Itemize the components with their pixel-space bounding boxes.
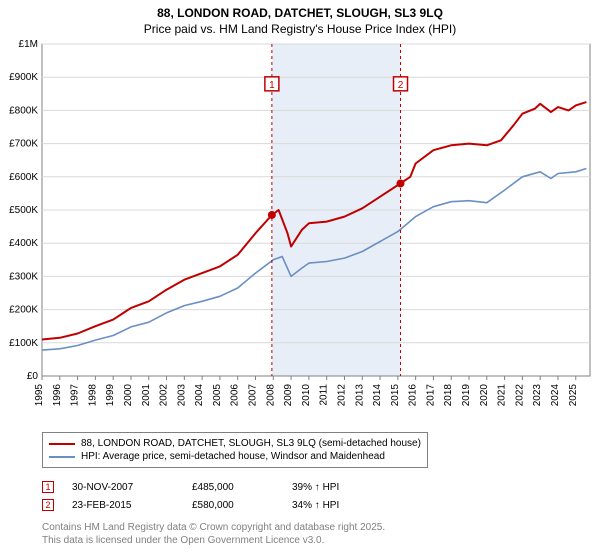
x-axis-label: 2013 bbox=[354, 384, 365, 407]
x-axis-label: 2018 bbox=[443, 384, 454, 407]
legend-label: 88, LONDON ROAD, DATCHET, SLOUGH, SL3 9L… bbox=[81, 438, 421, 449]
x-axis-label: 2000 bbox=[123, 384, 134, 407]
y-axis-label: £1M bbox=[19, 40, 38, 50]
x-axis-label: 2023 bbox=[532, 384, 543, 407]
event-row: 2 23-FEB-2015£580,00034% ↑ HPI bbox=[42, 496, 412, 514]
legend-swatch bbox=[49, 456, 75, 458]
y-axis-label: £200K bbox=[9, 305, 38, 316]
x-axis-label: 2010 bbox=[301, 384, 312, 407]
legend-row: 88, LONDON ROAD, DATCHET, SLOUGH, SL3 9L… bbox=[49, 437, 421, 450]
chart-titles: 88, LONDON ROAD, DATCHET, SLOUGH, SL3 9L… bbox=[0, 0, 600, 36]
x-axis-label: 2019 bbox=[461, 384, 472, 407]
x-axis-label: 2005 bbox=[212, 384, 223, 407]
x-axis-label: 2014 bbox=[372, 384, 383, 407]
x-axis-label: 2017 bbox=[425, 384, 436, 407]
x-axis-label: 2006 bbox=[230, 384, 241, 407]
x-axis-label: 2009 bbox=[283, 384, 294, 407]
x-axis-label: 2008 bbox=[265, 384, 276, 407]
event-marker-label: 1 bbox=[269, 80, 275, 91]
y-axis-label: £600K bbox=[9, 172, 38, 183]
y-axis-label: £800K bbox=[9, 105, 38, 116]
x-axis-label: 1995 bbox=[34, 384, 45, 407]
attribution-line: Contains HM Land Registry data © Crown c… bbox=[42, 522, 385, 535]
event-price: £485,000 bbox=[192, 482, 292, 493]
x-axis-label: 2025 bbox=[568, 384, 579, 407]
attribution-text: Contains HM Land Registry data © Crown c… bbox=[42, 522, 385, 547]
x-axis-label: 1998 bbox=[87, 384, 98, 407]
event-table: 1 30-NOV-2007£485,00039% ↑ HPI 2 23-FEB-201… bbox=[42, 478, 412, 514]
x-axis-label: 2001 bbox=[141, 384, 152, 407]
attribution-line: This data is licensed under the Open Gov… bbox=[42, 535, 385, 548]
legend-row: HPI: Average price, semi-detached house,… bbox=[49, 450, 421, 463]
event-marker-icon: 2 bbox=[42, 499, 54, 511]
title-subtitle: Price paid vs. HM Land Registry's House … bbox=[0, 22, 600, 36]
legend: 88, LONDON ROAD, DATCHET, SLOUGH, SL3 9L… bbox=[42, 432, 428, 468]
x-axis-label: 2016 bbox=[408, 384, 419, 407]
event-row: 1 30-NOV-2007£485,00039% ↑ HPI bbox=[42, 478, 412, 496]
event-date: 23-FEB-2015 bbox=[72, 500, 192, 511]
y-axis-label: £300K bbox=[9, 271, 38, 282]
event-date: 30-NOV-2007 bbox=[72, 482, 192, 493]
x-axis-label: 2007 bbox=[248, 384, 259, 407]
event-price: £580,000 bbox=[192, 500, 292, 511]
chart-container: 88, LONDON ROAD, DATCHET, SLOUGH, SL3 9L… bbox=[0, 0, 600, 560]
chart-svg: £0 £100K £200K £300K £400K £500K £600K £700K £80… bbox=[0, 40, 600, 425]
legend-label: HPI: Average price, semi-detached house,… bbox=[81, 451, 385, 462]
y-axis-label: £0 bbox=[27, 371, 39, 382]
x-axis-label: 2021 bbox=[497, 384, 508, 407]
x-axis-label: 2012 bbox=[336, 384, 347, 407]
event-delta: 39% ↑ HPI bbox=[292, 482, 412, 493]
x-axis-label: 1999 bbox=[105, 384, 116, 407]
x-axis-label: 2022 bbox=[514, 384, 525, 407]
y-axis-label: £700K bbox=[9, 139, 38, 150]
event-marker-label: 2 bbox=[398, 80, 404, 91]
y-axis-label: £400K bbox=[9, 238, 38, 249]
event-delta: 34% ↑ HPI bbox=[292, 500, 412, 511]
event-marker-icon: 1 bbox=[42, 481, 54, 493]
x-axis-label: 2002 bbox=[159, 384, 170, 407]
y-axis-label: £100K bbox=[9, 338, 38, 349]
x-axis-label: 2004 bbox=[194, 384, 205, 407]
legend-swatch bbox=[49, 443, 75, 445]
x-axis-label: 2024 bbox=[550, 384, 561, 407]
x-axis-label: 2015 bbox=[390, 384, 401, 407]
chart-area: £0 £100K £200K £300K £400K £500K £600K £700K £80… bbox=[0, 40, 600, 425]
y-axis-label: £500K bbox=[9, 205, 38, 216]
x-axis-label: 2003 bbox=[176, 384, 187, 407]
y-axis-label: £900K bbox=[9, 72, 38, 83]
x-axis-label: 2011 bbox=[319, 384, 330, 406]
x-axis-label: 1996 bbox=[52, 384, 63, 407]
title-address: 88, LONDON ROAD, DATCHET, SLOUGH, SL3 9L… bbox=[0, 6, 600, 20]
x-axis-label: 2020 bbox=[479, 384, 490, 407]
x-axis-label: 1997 bbox=[70, 384, 81, 407]
